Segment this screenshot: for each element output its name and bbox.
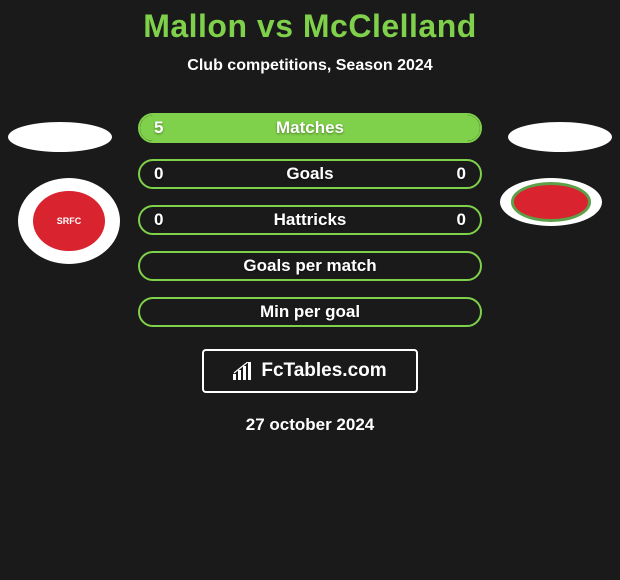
bar-chart-icon <box>233 362 255 380</box>
stat-label: Matches <box>276 118 344 138</box>
player-silhouette-left <box>8 122 112 152</box>
stat-value-right: 0 <box>457 164 466 184</box>
branding-badge: FcTables.com <box>202 349 418 393</box>
page-title: Mallon vs McClelland <box>0 8 620 45</box>
club-crest-left: SRFC <box>33 191 104 251</box>
stat-row-min-per-goal: Min per goal <box>138 297 482 327</box>
club-crest-right <box>511 182 591 221</box>
stat-value-left: 5 <box>154 118 163 138</box>
page-subtitle: Club competitions, Season 2024 <box>0 57 620 75</box>
club-badge-left: SRFC <box>18 178 120 264</box>
brand-text: FcTables.com <box>261 360 386 382</box>
stat-row-goals: 0 Goals 0 <box>138 159 482 189</box>
stat-row-matches: 5 Matches <box>138 113 482 143</box>
stat-label: Hattricks <box>274 210 347 230</box>
player-silhouette-right <box>508 122 612 152</box>
stat-value-left: 0 <box>154 164 163 184</box>
snapshot-date: 27 october 2024 <box>0 415 620 435</box>
stat-value-left: 0 <box>154 210 163 230</box>
stat-row-goals-per-match: Goals per match <box>138 251 482 281</box>
stat-row-hattricks: 0 Hattricks 0 <box>138 205 482 235</box>
stat-label: Goals <box>286 164 333 184</box>
stat-label: Min per goal <box>260 302 360 322</box>
club-badge-right <box>500 178 602 226</box>
stat-label: Goals per match <box>243 256 376 276</box>
stat-value-right: 0 <box>457 210 466 230</box>
club-abbrev-left: SRFC <box>57 217 82 226</box>
